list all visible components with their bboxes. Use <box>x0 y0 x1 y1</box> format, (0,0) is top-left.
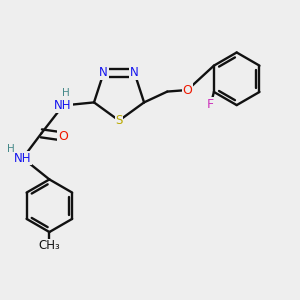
Text: NH: NH <box>14 152 32 165</box>
Text: N: N <box>99 67 108 80</box>
Text: H: H <box>7 144 14 154</box>
Text: N: N <box>130 67 139 80</box>
Text: F: F <box>207 98 214 111</box>
Text: H: H <box>62 88 70 98</box>
Text: O: O <box>58 130 68 143</box>
Text: O: O <box>182 83 192 97</box>
Text: CH₃: CH₃ <box>38 239 60 253</box>
Text: NH: NH <box>54 99 72 112</box>
Text: S: S <box>116 114 123 127</box>
